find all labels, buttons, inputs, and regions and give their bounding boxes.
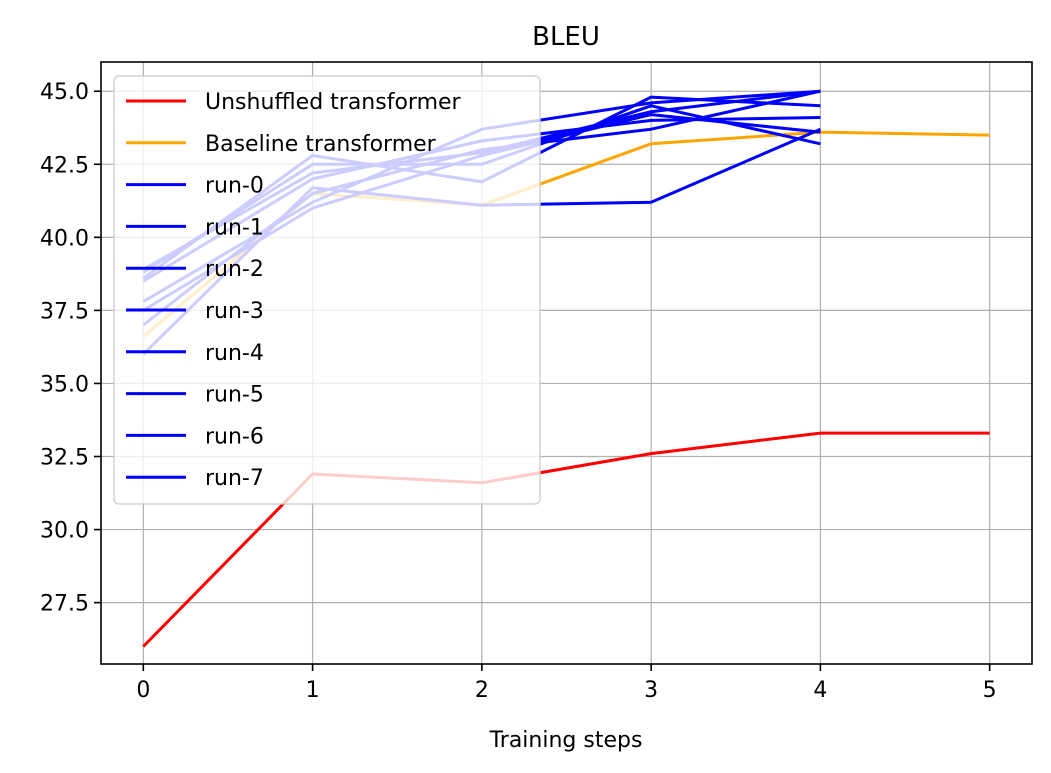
y-tick-label: 32.5 [40,446,89,471]
x-tick-label: 0 [136,678,150,703]
y-tick-label: 35.0 [40,372,89,397]
legend-label-9: run-7 [205,466,264,491]
legend-label-3: run-1 [205,215,264,240]
legend-label-7: run-5 [205,383,264,408]
legend-label-8: run-6 [205,424,264,449]
chart-title: BLEU [532,22,600,52]
y-tick-label: 27.5 [40,592,89,617]
legend-label-4: run-2 [205,257,264,282]
x-tick-label: 1 [306,678,320,703]
x-tick-label: 3 [644,678,658,703]
legend-box [113,75,541,505]
y-tick-label: 40.0 [40,226,89,251]
x-tick-label: 5 [983,678,997,703]
legend-label-0: Unshuffled transformer [205,90,462,115]
x-tick-label: 2 [475,678,489,703]
legend-label-2: run-0 [205,174,264,199]
y-tick-label: 42.5 [40,153,89,178]
y-tick-label: 45.0 [40,80,89,105]
legend-label-6: run-4 [205,341,264,366]
y-tick-label: 30.0 [40,519,89,544]
legend-label-1: Baseline transformer [205,132,437,157]
y-tick-label: 37.5 [40,299,89,324]
x-tick-label: 4 [813,678,827,703]
axis-ticks: 0 1 2 3 4 5 27.5 30.0 32.5 35.0 37.5 40.0 42.5 45.0 [40,80,997,703]
plot-frame [100,61,1033,665]
legend-label-5: run-3 [205,299,264,324]
legend: Unshuffled transformer Baseline transform… [113,75,541,505]
x-axis-label: Training steps [489,728,643,753]
